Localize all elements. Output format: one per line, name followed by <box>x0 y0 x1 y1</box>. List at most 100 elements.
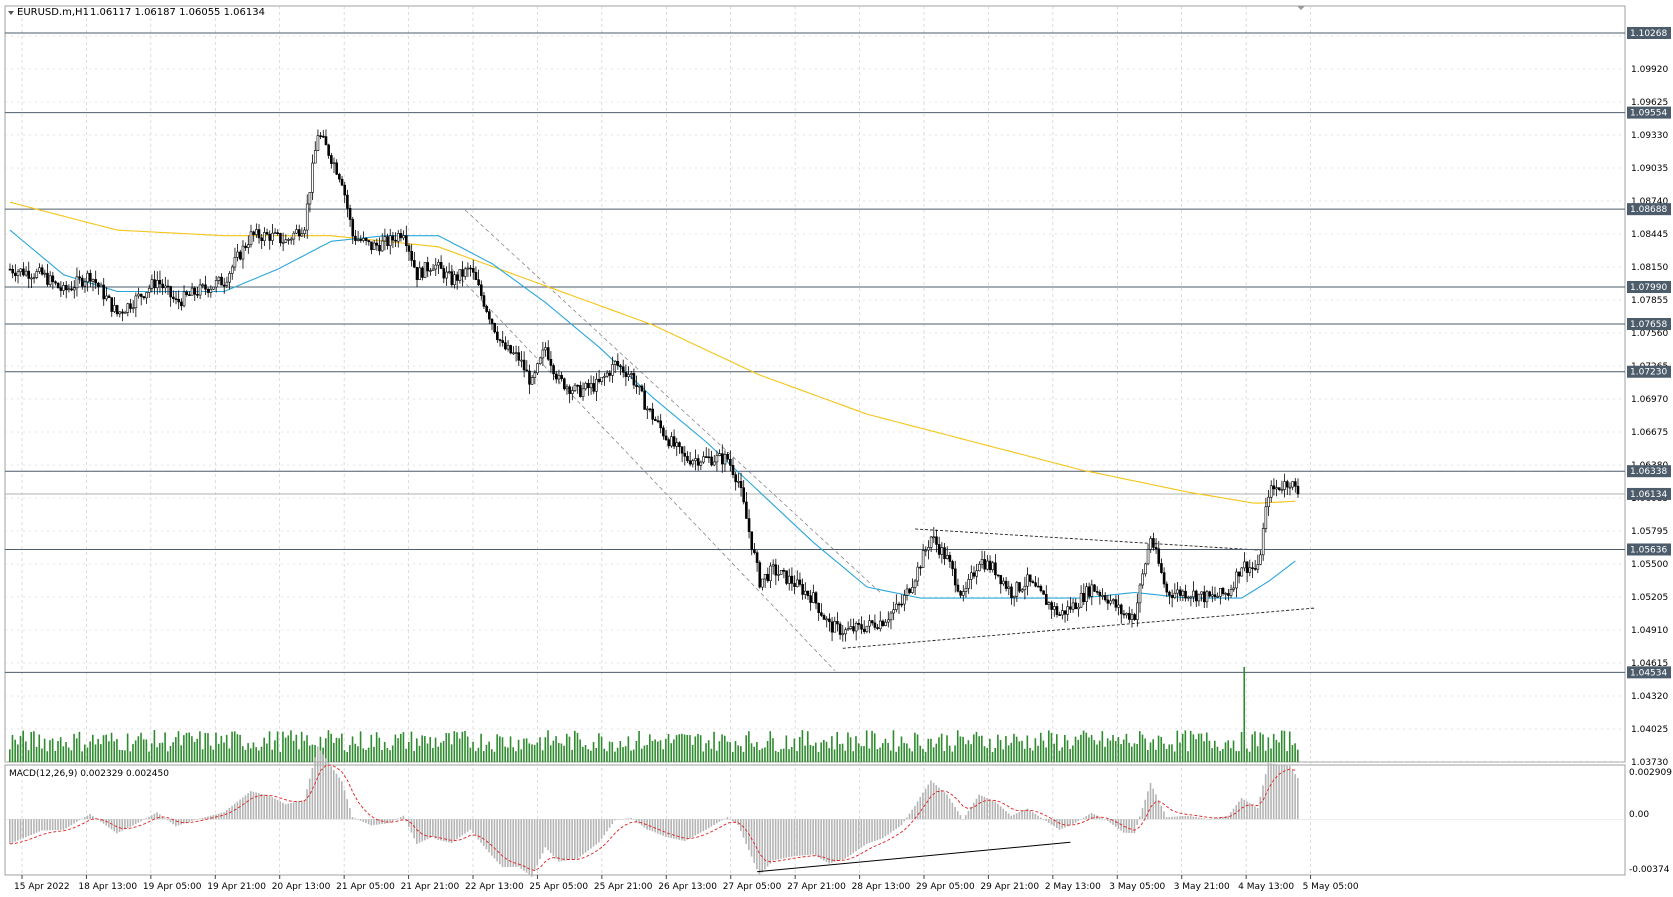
macd-histogram-bar <box>796 819 798 857</box>
candle-body <box>1066 606 1070 615</box>
macd-histogram-bar <box>488 819 490 853</box>
candle-body <box>102 284 106 300</box>
macd-histogram-bar <box>892 819 895 831</box>
macd-histogram-bar <box>231 805 233 820</box>
macd-histogram-bar <box>73 819 75 824</box>
volume-bar <box>1230 748 1232 762</box>
macd-histogram-bar <box>298 801 300 820</box>
volume-bar <box>225 734 228 762</box>
candle-body <box>509 345 513 354</box>
candle-body <box>466 267 470 270</box>
macd-histogram-bar <box>555 819 557 859</box>
macd-histogram-bar <box>346 799 348 820</box>
time-tick-label: 28 Apr 13:00 <box>852 882 911 892</box>
volume-bar <box>373 746 375 762</box>
candle-body <box>779 570 783 575</box>
macd-histogram-bar <box>62 819 65 830</box>
volume-bar <box>831 736 833 762</box>
volume-bar <box>523 738 525 762</box>
candle-body <box>405 235 408 246</box>
candle-body <box>595 378 598 392</box>
volume-bar <box>196 738 199 762</box>
macd-histogram-bar <box>303 799 306 820</box>
volume-bar <box>501 737 504 762</box>
candle-body <box>1170 595 1174 598</box>
macd-tick-bottom: -0.00374 <box>1629 865 1670 875</box>
candle-body <box>434 264 438 270</box>
macd-histogram-bar <box>241 797 244 820</box>
candle-body <box>490 318 494 324</box>
candle-body <box>798 579 802 585</box>
candle-body <box>1184 590 1187 599</box>
volume-bar <box>782 748 785 762</box>
candle-body <box>825 618 829 621</box>
volume-bar <box>718 741 721 762</box>
price-tick-label: 1.08150 <box>1631 263 1668 273</box>
candle-body <box>161 283 164 289</box>
candle-body <box>383 236 387 242</box>
candle-body <box>1216 596 1219 598</box>
volume-bar <box>207 733 209 762</box>
grid <box>5 6 1625 875</box>
time-tick-label: 3 May 21:00 <box>1174 882 1230 892</box>
time-tick-label: 4 May 13:00 <box>1238 882 1294 892</box>
candle-body <box>1018 582 1021 592</box>
volume-bar <box>686 735 689 762</box>
volume-bar <box>54 750 57 762</box>
volume-bar <box>295 734 298 762</box>
macd-histogram-bar <box>841 819 844 860</box>
macd-histogram-bar <box>1280 764 1283 820</box>
dropdown-triangle-icon[interactable] <box>8 11 14 15</box>
candle-body <box>131 307 135 310</box>
candle-body <box>474 272 478 280</box>
volume-bar <box>432 747 434 762</box>
macd-histogram-bar <box>354 818 357 820</box>
volume-bar <box>456 732 458 762</box>
volume-bar <box>1005 736 1007 762</box>
volume-bar <box>959 736 962 762</box>
candle-body <box>1002 580 1005 585</box>
volume-bar <box>932 747 935 762</box>
macd-histogram-bar <box>734 819 737 823</box>
candle-body <box>308 192 312 205</box>
candle-body <box>354 235 357 241</box>
macd-histogram-bar <box>1039 817 1042 820</box>
macd-histogram-bar <box>536 819 539 866</box>
macd-histogram-bar <box>1101 818 1104 820</box>
volume-bar <box>1165 749 1168 762</box>
volume-bar <box>81 751 83 762</box>
macd-histogram-bar <box>284 804 287 820</box>
trend-channel <box>451 209 1315 671</box>
volume-bar <box>442 740 445 762</box>
volume-bar <box>584 745 587 762</box>
candle-body <box>295 229 298 234</box>
volume-bar <box>678 734 681 762</box>
candle-body <box>386 236 389 246</box>
macd-histogram-bar <box>1149 782 1152 820</box>
macd-histogram-bar <box>1106 819 1109 821</box>
macd-histogram-bar <box>1058 819 1061 830</box>
candle-body <box>450 271 454 285</box>
volume-bar <box>180 745 182 762</box>
macd-histogram-bar <box>426 819 429 840</box>
volume-bar <box>967 740 970 762</box>
macd-histogram-bar <box>635 819 638 822</box>
macd-histogram-bar <box>418 819 421 843</box>
macd-histogram-bar <box>464 819 466 834</box>
volume-bar <box>865 730 868 762</box>
macd-histogram-bar <box>1251 804 1254 820</box>
volume-bar <box>1240 731 1243 762</box>
macd-histogram-bar <box>46 819 49 831</box>
macd-histogram-bar <box>108 819 110 828</box>
candle-body <box>32 277 36 279</box>
candle-body <box>739 481 743 489</box>
volume-bar <box>1042 740 1045 762</box>
candle-body <box>1058 614 1061 616</box>
candle-body <box>271 232 274 241</box>
candle-body <box>1044 594 1048 605</box>
candle-body <box>562 378 566 390</box>
candle-body <box>257 229 261 239</box>
candle-body <box>247 244 250 248</box>
price-tag-label: 1.06134 <box>1630 490 1667 500</box>
